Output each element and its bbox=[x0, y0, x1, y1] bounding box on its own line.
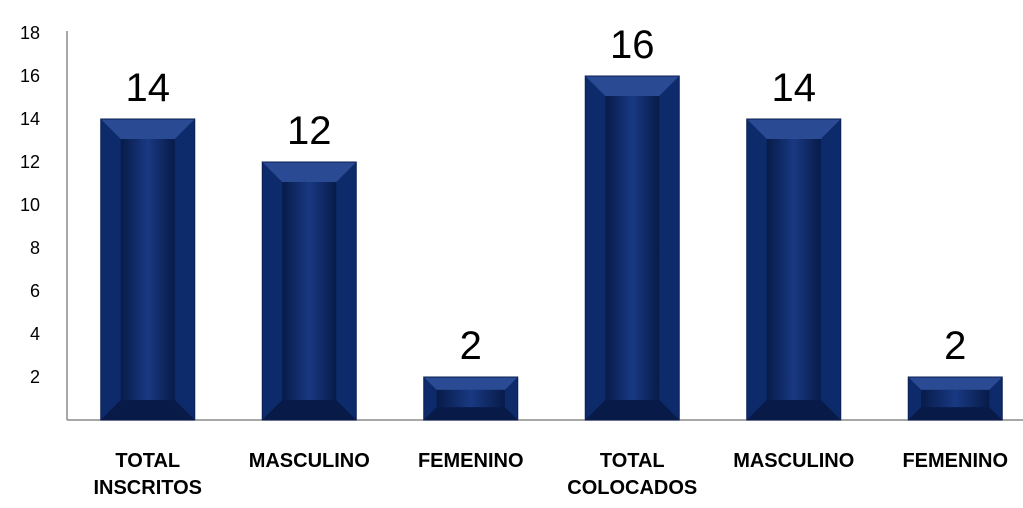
bar bbox=[261, 161, 357, 421]
data-label: 2 bbox=[460, 324, 482, 368]
axes: 2 4 6 8 10 12 14 16 18 bbox=[20, 23, 1023, 421]
bar-outline bbox=[746, 118, 842, 421]
bar-bevel-top bbox=[262, 162, 357, 182]
bar bbox=[584, 75, 680, 421]
y-tick-label: 4 bbox=[30, 324, 40, 344]
bar-inner-face bbox=[120, 139, 175, 400]
data-label: 12 bbox=[287, 109, 332, 153]
bar-bevel-bottom bbox=[585, 400, 680, 420]
bars bbox=[100, 75, 1003, 421]
category-label: COLOCADOS bbox=[567, 477, 697, 499]
bar-bevel-bottom bbox=[423, 407, 518, 420]
data-label: 14 bbox=[126, 66, 171, 110]
bar-bevel-top bbox=[100, 119, 195, 139]
bar-outline bbox=[261, 161, 357, 421]
bar bbox=[100, 118, 196, 421]
bar-inner-face bbox=[766, 139, 821, 400]
bar-inner-face bbox=[436, 389, 505, 408]
y-tick-label: 14 bbox=[20, 109, 40, 129]
bar-bevel-top bbox=[908, 377, 1003, 390]
y-tick-label: 16 bbox=[20, 66, 40, 86]
bar bbox=[746, 118, 842, 421]
category-label: FEMENINO bbox=[418, 450, 524, 472]
bar-bevel-bottom bbox=[746, 400, 841, 420]
bar-outline bbox=[100, 118, 196, 421]
data-label: 2 bbox=[944, 324, 966, 368]
bar-outline bbox=[907, 376, 1003, 421]
bar-outline bbox=[423, 376, 519, 421]
data-label: 16 bbox=[610, 23, 655, 67]
data-label: 14 bbox=[772, 66, 817, 110]
bar-bevel-top bbox=[423, 377, 518, 390]
category-label: MASCULINO bbox=[733, 450, 854, 472]
category-label: INSCRITOS bbox=[93, 477, 202, 499]
bar-inner-face bbox=[921, 389, 990, 408]
category-label: MASCULINO bbox=[249, 450, 370, 472]
bar-outline bbox=[584, 75, 680, 421]
bar-bevel-top bbox=[746, 119, 841, 139]
bar-bevel-bottom bbox=[100, 400, 195, 420]
y-tick-label: 8 bbox=[30, 238, 40, 258]
bar-bevel-bottom bbox=[262, 400, 357, 420]
y-tick-label: 2 bbox=[30, 367, 40, 387]
bar-inner-face bbox=[605, 96, 660, 400]
y-tick-label: 10 bbox=[20, 195, 40, 215]
bar bbox=[423, 376, 519, 421]
y-tick-label: 18 bbox=[20, 23, 40, 43]
y-tick-label: 12 bbox=[20, 152, 40, 172]
y-tick-label: 6 bbox=[30, 281, 40, 301]
category-label: TOTAL bbox=[600, 450, 665, 472]
bar bbox=[907, 376, 1003, 421]
labels: 14 TOTAL INSCRITOS 12 MASCULINO 2 FEMENINO 16 TO… bbox=[93, 23, 1008, 499]
bar-inner-face bbox=[282, 182, 337, 400]
category-label: TOTAL bbox=[115, 450, 180, 472]
bar-bevel-top bbox=[585, 76, 680, 96]
bar-bevel-bottom bbox=[908, 407, 1003, 420]
category-label: FEMENINO bbox=[902, 450, 1008, 472]
